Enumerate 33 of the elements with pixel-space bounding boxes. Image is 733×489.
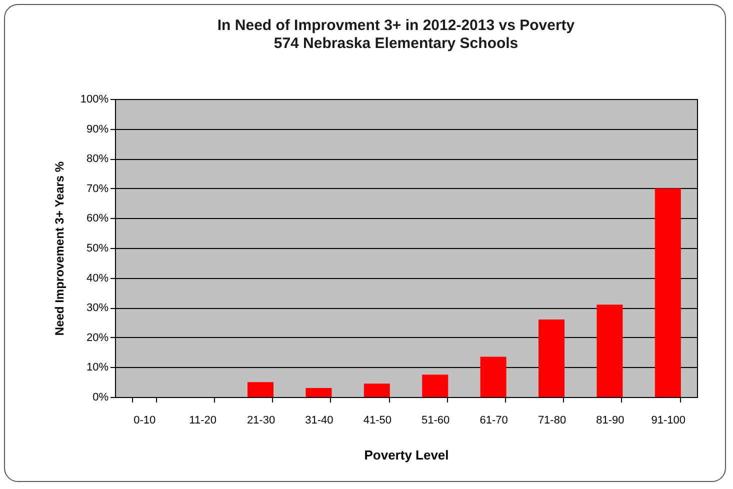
y-tick-label: 60% bbox=[86, 212, 109, 225]
x-tick-label: 21-30 bbox=[246, 414, 276, 426]
x-tick-label: 81-90 bbox=[596, 414, 624, 426]
y-axis-title: Need Improvement 3+ Years % bbox=[52, 161, 66, 336]
x-tick-label: 31-40 bbox=[305, 414, 334, 426]
y-tick-label: 80% bbox=[86, 153, 109, 166]
y-tick-label: 20% bbox=[86, 332, 109, 344]
y-tick-label: 30% bbox=[86, 302, 109, 314]
y-tick-label: 40% bbox=[86, 272, 109, 284]
chart-title: In Need of Improvment 3+ in 2012-2013 vs Poverty bbox=[217, 17, 576, 34]
y-tick-label: 70% bbox=[86, 182, 109, 195]
x-tick-label: 11-20 bbox=[189, 414, 216, 426]
x-tick-label: 91-100 bbox=[651, 414, 686, 426]
bar bbox=[480, 356, 506, 397]
x-tick-label: 51-60 bbox=[422, 414, 450, 426]
bar bbox=[422, 374, 448, 397]
y-tick-label: 10% bbox=[86, 362, 109, 374]
x-tick-label: 41-50 bbox=[363, 414, 392, 426]
x-tick-label: 61-70 bbox=[480, 414, 508, 426]
bar bbox=[654, 188, 681, 397]
y-tick-label: 90% bbox=[86, 123, 109, 136]
bar bbox=[306, 388, 332, 397]
bar bbox=[538, 320, 564, 397]
chart-subtitle: 574 Nebraska Elementary Schools bbox=[274, 35, 518, 52]
x-tick-label: 71-80 bbox=[538, 414, 566, 426]
y-tick-label: 100% bbox=[80, 94, 109, 106]
y-tick-label: 0% bbox=[92, 392, 109, 404]
bar bbox=[596, 304, 623, 397]
bar bbox=[364, 384, 390, 397]
bar bbox=[248, 382, 274, 397]
x-axis-title: Poverty Level bbox=[364, 448, 449, 462]
y-tick-label: 50% bbox=[86, 242, 109, 254]
x-tick-label: 0-10 bbox=[134, 414, 156, 426]
